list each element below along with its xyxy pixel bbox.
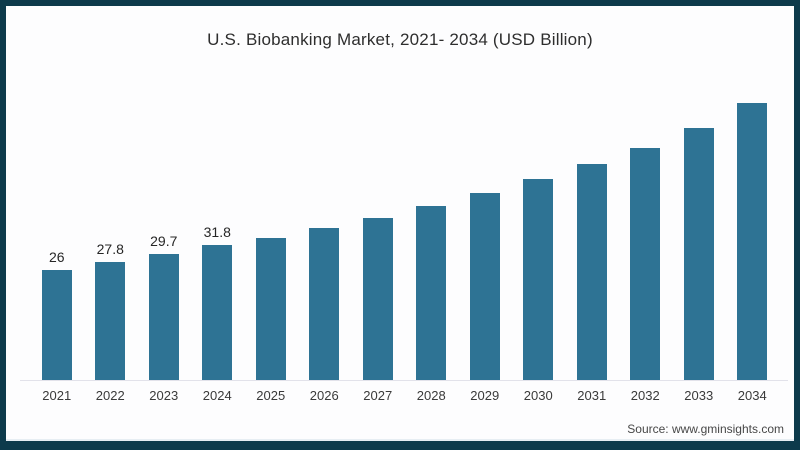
year-label: 2025 (256, 388, 286, 403)
bar (95, 262, 126, 380)
bar (255, 238, 286, 380)
bar-column (458, 72, 512, 380)
x-axis-line (20, 380, 788, 381)
bar-column: 26 (30, 72, 84, 380)
bar (469, 193, 500, 380)
bar-column (351, 72, 405, 380)
bar-column (672, 72, 726, 380)
year-label: 2031 (577, 388, 607, 403)
chart-title: U.S. Biobanking Market, 2021- 2034 (USD … (207, 30, 593, 49)
bar-column: 31.8 (191, 72, 245, 380)
bar-column: 29.7 (137, 72, 191, 380)
year-label: 2033 (684, 388, 714, 403)
bar (737, 103, 768, 380)
plot-area: 26 27.8 29.7 31.8 (30, 72, 779, 380)
bar-column (565, 72, 619, 380)
bar (148, 254, 179, 380)
year-label: 2030 (523, 388, 553, 403)
year-label: 2027 (363, 388, 393, 403)
year-label: 2022 (95, 388, 125, 403)
bar (576, 164, 607, 380)
bar-column (726, 72, 780, 380)
year-label: 2029 (470, 388, 500, 403)
bar-value-label: 29.7 (150, 233, 178, 249)
bar-value-label: 31.8 (203, 224, 231, 240)
bar (202, 245, 233, 380)
bar (523, 179, 554, 380)
bar (416, 206, 447, 380)
year-label: 2021 (42, 388, 72, 403)
source-attribution: Source: www.gminsights.com (627, 422, 784, 436)
bar (309, 228, 340, 380)
year-label: 2028 (416, 388, 446, 403)
bar (362, 218, 393, 380)
bar-column (512, 72, 566, 380)
bar (630, 148, 661, 380)
bars-container: 26 27.8 29.7 31.8 (30, 72, 779, 380)
bar-value-label: 27.8 (96, 241, 124, 257)
bar-column: 27.8 (84, 72, 138, 380)
year-label: 2026 (309, 388, 339, 403)
x-axis-tick-labels: 2021 2022 2023 2024 2025 2026 2027 2028 2029 2030… (30, 388, 779, 403)
bar-column (619, 72, 673, 380)
bar (683, 128, 714, 380)
year-label: 2024 (202, 388, 232, 403)
bar-column (405, 72, 459, 380)
bar-column (244, 72, 298, 380)
bar-column (298, 72, 352, 380)
bar (41, 270, 72, 380)
year-label: 2023 (149, 388, 179, 403)
bottom-strip-decoration (6, 439, 794, 441)
bar-value-label: 26 (48, 249, 65, 265)
year-label: 2034 (737, 388, 767, 403)
year-label: 2032 (630, 388, 660, 403)
